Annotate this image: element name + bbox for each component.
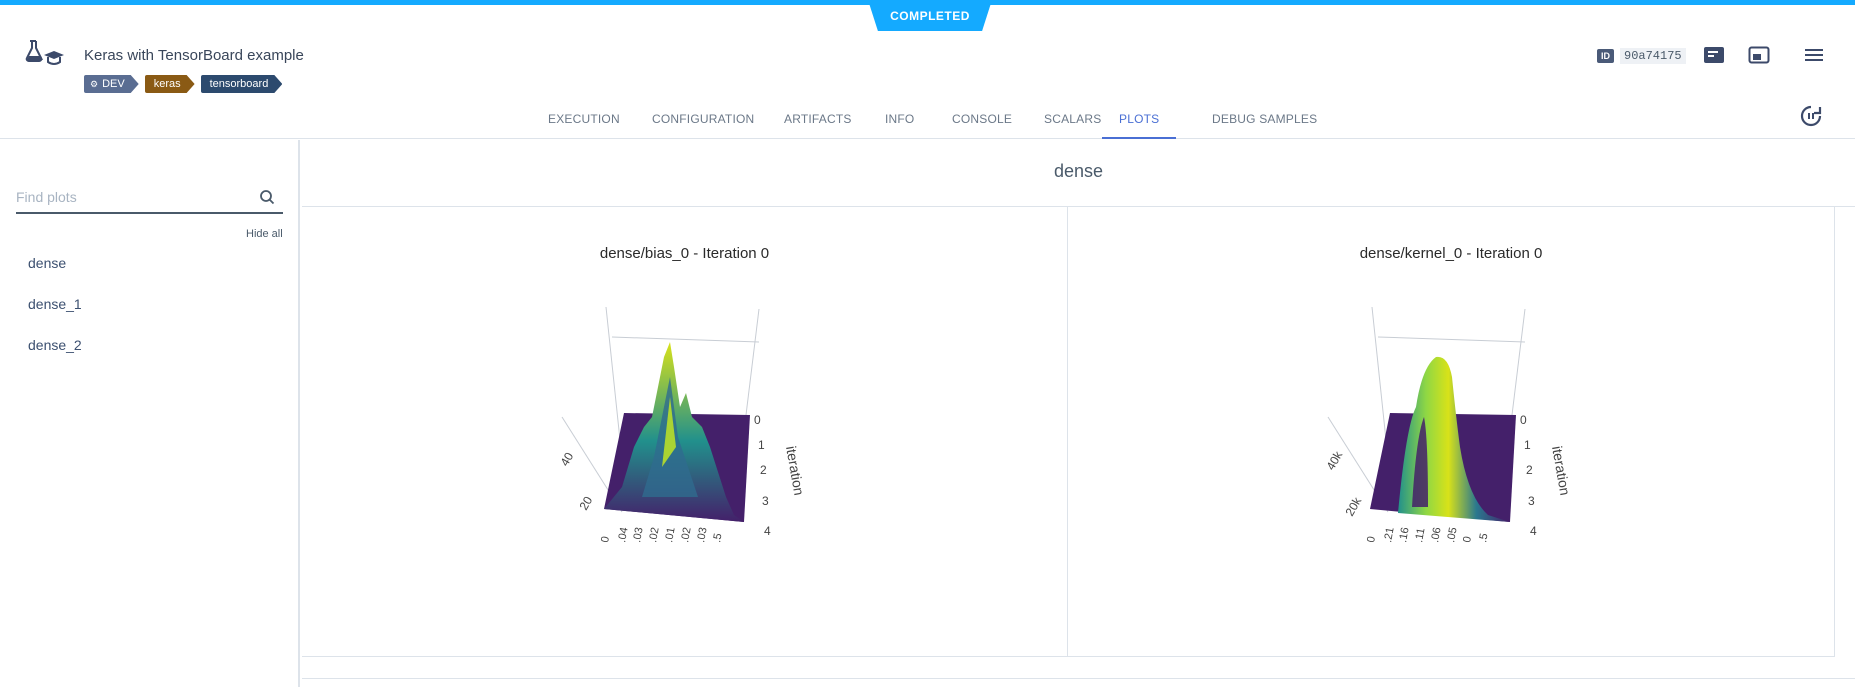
iteration-tick: 0 [1520,413,1527,427]
count-tick: 20k [1342,494,1364,519]
value-tick: .05 [1445,526,1459,543]
value-tick: .5 [711,532,724,543]
page-title: Keras with TensorBoard example [84,47,304,64]
iteration-tick: 4 [1530,524,1537,538]
iteration-tick: 1 [1524,438,1531,452]
plot-card-kernel[interactable]: dense/kernel_0 - Iteration 0 [1068,207,1835,657]
plot-title: dense/kernel_0 - Iteration 0 [1359,245,1543,262]
axis-label-iteration: iteration [1549,445,1573,497]
sidebar-item-dense-1[interactable]: dense_1 [28,296,82,312]
sidebar-item-dense[interactable]: dense [28,255,67,271]
value-tick: .06 [1429,526,1443,543]
iteration-tick: 0 [754,413,761,427]
iteration-tick: 2 [1526,463,1533,477]
layout-toggle-icon[interactable] [1748,46,1770,64]
id-value: 90a74175 [1620,48,1686,64]
details-panel-icon[interactable] [1703,46,1725,64]
id-badge: ID [1597,49,1614,63]
tag-list: ⚙ DEV keras tensorboard [84,75,282,93]
hide-all-link[interactable]: Hide all [246,228,283,240]
value-tick: .16 [1397,526,1411,543]
tab-artifacts[interactable]: ARTIFACTS [784,112,852,126]
value-tick: 0 [1365,535,1378,543]
surface-plot-bias[interactable]: 0 1 2 3 4 iteration 40 20 0 .04 .03 .02 … [522,297,852,597]
iteration-tick: 2 [760,463,767,477]
robot-icon: ⚙ [90,79,99,89]
experiment-flask-icon [25,40,64,65]
menu-icon[interactable] [1803,46,1825,64]
value-tick: .03 [631,526,645,543]
header: Keras with TensorBoard example ⚙ DEV kera… [0,5,1855,139]
tab-execution[interactable]: EXECUTION [548,112,620,126]
task-id[interactable]: ID 90a74175 [1597,48,1686,64]
plot-card-bias[interactable]: dense/bias_0 - Iteration 0 0 [302,207,1068,657]
count-tick: 20 [576,494,595,513]
auto-refresh-icon[interactable] [1799,104,1823,128]
tab-info[interactable]: INFO [885,112,915,126]
iteration-tick: 3 [1528,494,1535,508]
divider [302,678,1855,679]
value-tick: .02 [647,526,661,543]
tab-debug-samples[interactable]: DEBUG SAMPLES [1212,112,1318,126]
status-badge: COMPLETED [868,0,992,31]
search-input[interactable] [16,182,251,212]
iteration-tick: 1 [758,438,765,452]
tab-bar: EXECUTION CONFIGURATION ARTIFACTS INFO C… [0,94,1855,139]
tab-console[interactable]: CONSOLE [952,112,1013,126]
surface-plot-kernel[interactable]: 0 1 2 3 4 iteration 40k 20k 0 .21 .16 .1… [1288,297,1618,597]
value-tick: .21 [1382,526,1396,543]
tab-plots[interactable]: PLOTS [1102,94,1177,139]
tag-dev[interactable]: ⚙ DEV [84,75,139,93]
sidebar-item-dense-2[interactable]: dense_2 [28,337,82,353]
tag-keras[interactable]: keras [145,75,195,93]
value-tick: .5 [1477,532,1490,543]
tag-tensorboard[interactable]: tensorboard [201,75,283,93]
value-tick: .04 [616,526,630,543]
value-tick: 0 [599,535,612,543]
plots-sidebar: Hide all dense dense_1 dense_2 [0,140,300,687]
tab-configuration[interactable]: CONFIGURATION [652,112,755,126]
search-icon[interactable] [259,189,275,205]
value-tick: .02 [679,526,693,543]
tab-scalars[interactable]: SCALARS [1044,112,1102,126]
value-tick: .11 [1413,527,1427,543]
count-tick: 40 [557,450,576,469]
value-tick: .01 [663,526,677,543]
axis-label-iteration: iteration [783,445,807,497]
count-tick: 40k [1323,448,1345,473]
value-tick: 0 [1461,535,1474,543]
plots-main: dense dense/bias_0 - Iteration 0 [302,140,1855,687]
iteration-tick: 4 [764,524,771,538]
plot-title: dense/bias_0 - Iteration 0 [599,245,770,262]
search-box [16,182,283,214]
value-tick: .03 [695,526,709,543]
iteration-tick: 3 [762,494,769,508]
section-title: dense [302,140,1855,207]
